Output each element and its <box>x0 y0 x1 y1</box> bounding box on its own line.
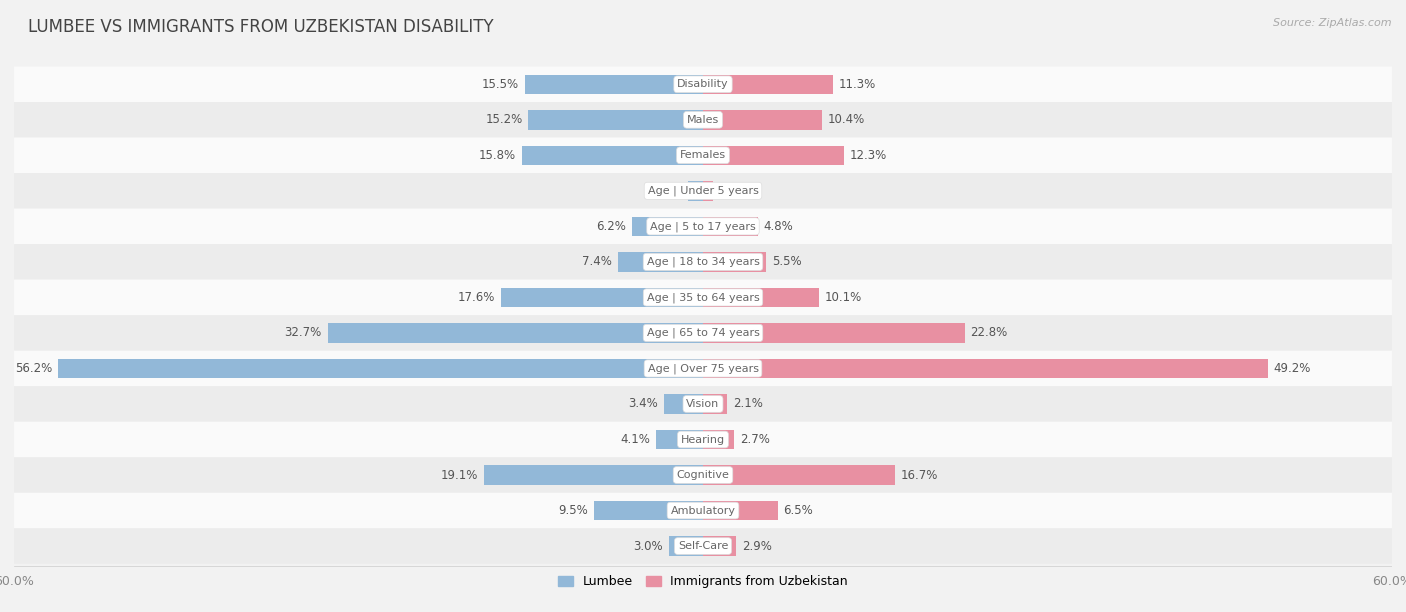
Bar <box>703 323 965 343</box>
Bar <box>703 359 1268 378</box>
Text: 49.2%: 49.2% <box>1274 362 1310 375</box>
Bar <box>524 75 703 94</box>
Bar <box>703 430 734 449</box>
Bar <box>657 430 703 449</box>
Bar <box>529 110 703 130</box>
Text: 10.4%: 10.4% <box>828 113 866 126</box>
Bar <box>703 252 766 272</box>
FancyBboxPatch shape <box>14 315 1392 351</box>
Text: 16.7%: 16.7% <box>900 469 938 482</box>
Text: 56.2%: 56.2% <box>14 362 52 375</box>
Text: 3.0%: 3.0% <box>633 540 662 553</box>
Text: Source: ZipAtlas.com: Source: ZipAtlas.com <box>1274 18 1392 28</box>
Text: 4.8%: 4.8% <box>763 220 793 233</box>
FancyBboxPatch shape <box>14 457 1392 493</box>
FancyBboxPatch shape <box>14 173 1392 209</box>
Text: LUMBEE VS IMMIGRANTS FROM UZBEKISTAN DISABILITY: LUMBEE VS IMMIGRANTS FROM UZBEKISTAN DIS… <box>28 18 494 36</box>
Text: 6.2%: 6.2% <box>596 220 626 233</box>
Text: 6.5%: 6.5% <box>783 504 813 517</box>
Text: 12.3%: 12.3% <box>851 149 887 162</box>
Text: 15.2%: 15.2% <box>485 113 523 126</box>
Text: 17.6%: 17.6% <box>458 291 495 304</box>
Text: Age | 65 to 74 years: Age | 65 to 74 years <box>647 327 759 338</box>
Text: Females: Females <box>681 151 725 160</box>
FancyBboxPatch shape <box>14 244 1392 280</box>
Text: 5.5%: 5.5% <box>772 255 801 269</box>
Text: 32.7%: 32.7% <box>284 326 322 340</box>
Text: 22.8%: 22.8% <box>970 326 1008 340</box>
Bar <box>703 288 818 307</box>
FancyBboxPatch shape <box>14 422 1392 457</box>
Bar <box>669 536 703 556</box>
Text: 15.5%: 15.5% <box>482 78 519 91</box>
Text: 2.1%: 2.1% <box>733 397 762 411</box>
Bar <box>703 75 832 94</box>
Bar <box>703 217 758 236</box>
FancyBboxPatch shape <box>14 351 1392 386</box>
FancyBboxPatch shape <box>14 386 1392 422</box>
FancyBboxPatch shape <box>14 209 1392 244</box>
Text: Vision: Vision <box>686 399 720 409</box>
Bar <box>484 465 703 485</box>
Bar <box>522 146 703 165</box>
Text: Age | Under 5 years: Age | Under 5 years <box>648 185 758 196</box>
Bar <box>703 501 778 520</box>
Bar <box>703 181 713 201</box>
FancyBboxPatch shape <box>14 67 1392 102</box>
Text: Males: Males <box>688 115 718 125</box>
FancyBboxPatch shape <box>14 528 1392 564</box>
Bar <box>58 359 703 378</box>
Text: 3.4%: 3.4% <box>628 397 658 411</box>
Text: Age | 18 to 34 years: Age | 18 to 34 years <box>647 256 759 267</box>
Text: 11.3%: 11.3% <box>838 78 876 91</box>
Bar <box>664 394 703 414</box>
Text: 15.8%: 15.8% <box>478 149 516 162</box>
Bar <box>688 181 703 201</box>
FancyBboxPatch shape <box>14 138 1392 173</box>
Legend: Lumbee, Immigrants from Uzbekistan: Lumbee, Immigrants from Uzbekistan <box>553 570 853 594</box>
Text: Self-Care: Self-Care <box>678 541 728 551</box>
Text: 2.7%: 2.7% <box>740 433 769 446</box>
Bar <box>703 110 823 130</box>
Bar <box>703 536 737 556</box>
Text: 10.1%: 10.1% <box>825 291 862 304</box>
Bar <box>501 288 703 307</box>
Text: 1.3%: 1.3% <box>652 184 682 197</box>
Text: Disability: Disability <box>678 80 728 89</box>
Text: 2.9%: 2.9% <box>742 540 772 553</box>
Bar <box>703 394 727 414</box>
Text: 19.1%: 19.1% <box>440 469 478 482</box>
Text: Hearing: Hearing <box>681 435 725 444</box>
Text: Age | Over 75 years: Age | Over 75 years <box>648 363 758 374</box>
Bar <box>593 501 703 520</box>
Text: Ambulatory: Ambulatory <box>671 506 735 515</box>
Bar <box>703 465 894 485</box>
Bar <box>328 323 703 343</box>
Text: 7.4%: 7.4% <box>582 255 612 269</box>
Text: Age | 5 to 17 years: Age | 5 to 17 years <box>650 221 756 231</box>
Text: 0.85%: 0.85% <box>718 184 755 197</box>
FancyBboxPatch shape <box>14 102 1392 138</box>
FancyBboxPatch shape <box>14 280 1392 315</box>
FancyBboxPatch shape <box>14 493 1392 528</box>
Text: 9.5%: 9.5% <box>558 504 588 517</box>
Bar <box>703 146 844 165</box>
Text: Age | 35 to 64 years: Age | 35 to 64 years <box>647 292 759 303</box>
Text: Cognitive: Cognitive <box>676 470 730 480</box>
Text: 4.1%: 4.1% <box>620 433 650 446</box>
Bar <box>619 252 703 272</box>
Bar <box>631 217 703 236</box>
